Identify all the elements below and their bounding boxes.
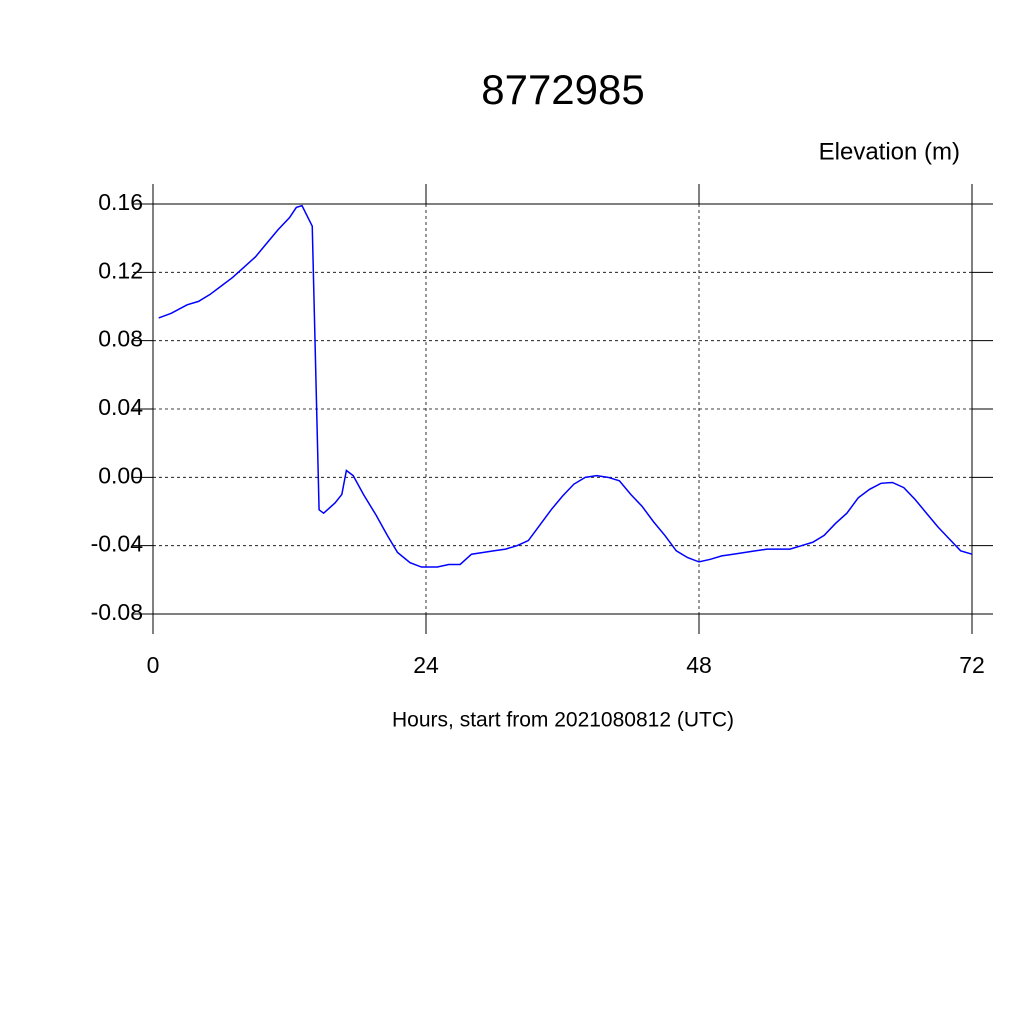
x-tick-label: 72: [959, 652, 985, 678]
data-line: [158, 204, 973, 568]
y-tick-label: -0.04: [91, 531, 144, 557]
y-tick-label: 0.12: [98, 257, 143, 283]
y-tick-label: 0.00: [98, 462, 143, 488]
x-tick-label: 48: [686, 652, 712, 678]
y-axis-label: Elevation (m): [819, 138, 960, 165]
x-axis-label: Hours, start from 2021080812 (UTC): [392, 709, 734, 732]
x-tick-label: 24: [413, 652, 439, 678]
y-tick-label: -0.08: [91, 599, 143, 625]
y-tick-label: 0.08: [98, 326, 143, 352]
x-tick-label: 0: [147, 652, 160, 678]
chart-title: 8772985: [481, 66, 645, 113]
y-tick-label: 0.04: [98, 394, 143, 420]
y-tick-label: 0.16: [98, 189, 143, 215]
